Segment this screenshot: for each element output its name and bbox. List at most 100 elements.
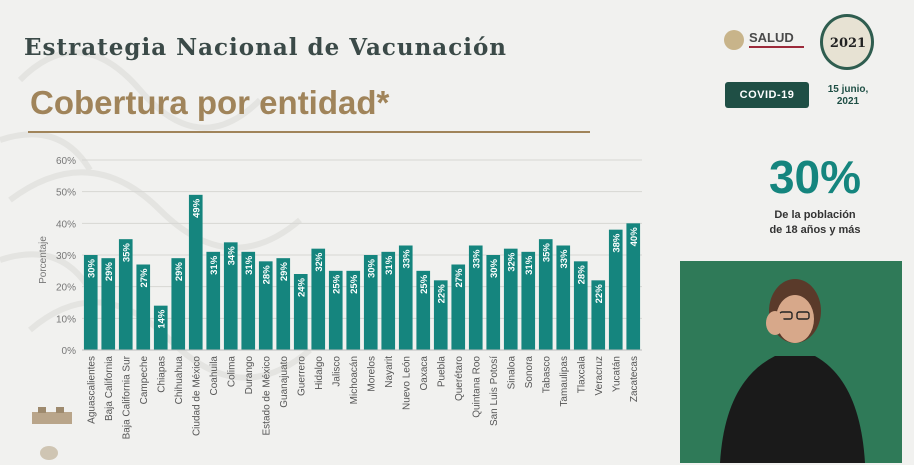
bar bbox=[416, 270, 431, 350]
y-axis-label: Porcentaje bbox=[38, 236, 49, 284]
y-tick-label: 50% bbox=[56, 188, 76, 199]
bar bbox=[311, 248, 326, 350]
x-category-label: Veracruz bbox=[594, 356, 605, 395]
y-tick-label: 60% bbox=[56, 156, 76, 167]
bar bbox=[136, 264, 151, 350]
x-category-label: Colima bbox=[226, 356, 237, 388]
bar-value-label: 49% bbox=[191, 198, 202, 218]
page-subtitle: Cobertura por entidad* bbox=[30, 84, 390, 121]
bar-value-label: 38% bbox=[611, 233, 622, 253]
date-label: 15 junio, 2021 bbox=[820, 84, 876, 108]
bar-value-label: 25% bbox=[331, 274, 342, 294]
salud-logo-underline bbox=[749, 46, 804, 48]
bar-value-label: 28% bbox=[576, 265, 587, 285]
bar bbox=[171, 258, 186, 350]
bar bbox=[363, 255, 378, 350]
coverage-percentage: 30% bbox=[768, 151, 862, 203]
x-category-label: Tlaxcala bbox=[576, 356, 587, 394]
bar bbox=[276, 258, 291, 350]
bar bbox=[468, 245, 483, 350]
bar-value-label: 33% bbox=[471, 249, 482, 269]
x-category-label: Campeche bbox=[139, 356, 150, 405]
bar-value-label: 29% bbox=[104, 262, 115, 282]
bar bbox=[223, 242, 238, 350]
bar-value-label: 40% bbox=[629, 227, 640, 247]
bar bbox=[206, 251, 221, 350]
bar bbox=[188, 194, 203, 350]
glasses-lens bbox=[796, 311, 810, 320]
title-divider bbox=[28, 131, 590, 133]
bar bbox=[346, 270, 361, 350]
bar bbox=[538, 239, 553, 350]
bar-value-label: 31% bbox=[244, 255, 255, 275]
bar bbox=[608, 229, 623, 350]
y-tick-label: 10% bbox=[56, 314, 76, 325]
bar bbox=[258, 261, 273, 350]
bar-value-label: 27% bbox=[139, 268, 150, 288]
bar-value-label: 25% bbox=[419, 274, 430, 294]
bar-value-label: 24% bbox=[296, 277, 307, 297]
x-category-label: Ciudad de México bbox=[191, 356, 202, 436]
bar bbox=[556, 245, 571, 350]
x-category-label: Baja California Sur bbox=[121, 355, 132, 439]
x-category-label: San Luis Potosí bbox=[489, 356, 500, 426]
date-line-2: 2021 bbox=[836, 96, 860, 107]
x-category-label: Chiapas bbox=[156, 356, 167, 393]
bar-value-label: 35% bbox=[541, 243, 552, 263]
x-category-label: Tamaulipas bbox=[559, 356, 570, 407]
bar bbox=[398, 245, 413, 350]
bar-value-label: 29% bbox=[279, 262, 290, 282]
mexico-logo-ring bbox=[820, 14, 874, 70]
bar-value-label: 22% bbox=[436, 284, 447, 304]
y-tick-label: 20% bbox=[56, 283, 76, 294]
bar-value-label: 33% bbox=[559, 249, 570, 269]
interpreter-hand bbox=[766, 311, 784, 335]
coverage-caption-line-1: De la población bbox=[774, 209, 856, 221]
x-category-label: Tabasco bbox=[541, 356, 552, 394]
salud-logo-text: SALUD bbox=[749, 30, 794, 45]
covid-badge: COVID-19 bbox=[725, 82, 809, 108]
bar bbox=[486, 255, 501, 350]
mexico-2021-logo: 2021 bbox=[820, 14, 876, 76]
bar bbox=[328, 270, 343, 350]
x-category-label: Sinaloa bbox=[506, 356, 517, 390]
x-category-label: Querétaro bbox=[454, 356, 465, 401]
x-category-label: Morelos bbox=[366, 356, 377, 392]
bar bbox=[83, 255, 98, 350]
interpreter-image bbox=[720, 279, 865, 463]
bar bbox=[433, 280, 448, 350]
x-category-label: Yucatán bbox=[611, 356, 622, 392]
x-category-label: Oaxaca bbox=[419, 356, 430, 391]
bar bbox=[573, 261, 588, 350]
bar bbox=[241, 251, 256, 350]
bar bbox=[626, 223, 641, 350]
shield-icon bbox=[724, 30, 744, 50]
bar bbox=[451, 264, 466, 350]
x-category-label: Quintana Roo bbox=[471, 356, 482, 418]
seal-icon bbox=[40, 446, 58, 460]
bar bbox=[101, 258, 116, 350]
bar-value-label: 31% bbox=[209, 255, 220, 275]
x-category-label: Coahuila bbox=[209, 356, 220, 396]
x-category-label: Aguascalientes bbox=[86, 356, 97, 424]
coverage-caption: De la población de 18 años y más bbox=[735, 208, 895, 238]
bar-value-label: 32% bbox=[314, 252, 325, 272]
y-tick-label: 0% bbox=[62, 346, 77, 357]
x-category-label: Guanajuato bbox=[279, 356, 290, 408]
bar-value-label: 22% bbox=[594, 284, 605, 304]
bar-value-label: 31% bbox=[524, 255, 535, 275]
page-title: Estrategia Nacional de Vacunación bbox=[24, 34, 508, 61]
bar bbox=[118, 239, 133, 350]
x-category-label: Michoacán bbox=[349, 356, 360, 404]
bar bbox=[591, 280, 606, 350]
x-category-label: Estado de México bbox=[261, 356, 272, 436]
sign-language-video bbox=[680, 261, 902, 463]
bar-value-label: 33% bbox=[401, 249, 412, 269]
bar bbox=[293, 274, 308, 350]
bar bbox=[381, 251, 396, 350]
bar-value-label: 35% bbox=[121, 243, 132, 263]
bar bbox=[153, 305, 168, 350]
bar bbox=[503, 248, 518, 350]
bar-value-label: 34% bbox=[226, 246, 237, 266]
x-category-label: Chihuahua bbox=[174, 356, 185, 405]
